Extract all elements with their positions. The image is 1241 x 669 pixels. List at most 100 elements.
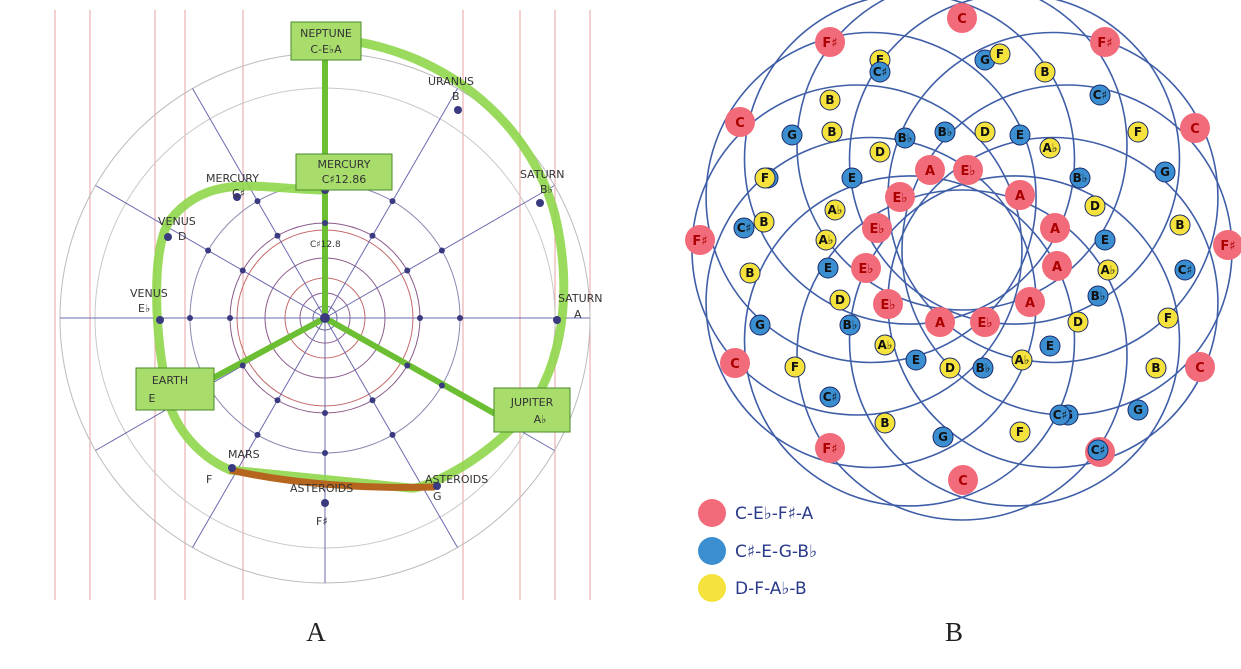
note-node-label: A♭ bbox=[1015, 353, 1030, 367]
note-node-label: A bbox=[1052, 260, 1062, 275]
note-node-label: A♭ bbox=[819, 233, 834, 247]
orbit-dot bbox=[417, 315, 423, 321]
note-node-54: C♯ bbox=[1049, 404, 1071, 426]
note-node-label: F bbox=[876, 53, 884, 67]
note-node-20: E♭ bbox=[851, 253, 881, 283]
note-node-65: E bbox=[1039, 335, 1061, 357]
note-node-72: D bbox=[829, 289, 851, 311]
note-node-label: B♭ bbox=[898, 131, 913, 145]
note-node-circle bbox=[819, 386, 841, 408]
ring bbox=[796, 189, 1128, 521]
note-node-circle bbox=[939, 357, 961, 379]
note-node-71: B♭ bbox=[839, 314, 861, 336]
note-node-24: E♭ bbox=[970, 307, 1000, 337]
note-node-41: G bbox=[932, 426, 954, 448]
note-node-circle bbox=[894, 127, 916, 149]
note-node-6: F♯ bbox=[685, 225, 715, 255]
note-node-label: E♭ bbox=[869, 222, 884, 237]
label-box-mercury bbox=[295, 153, 393, 191]
legend: C-E♭-F♯-A C♯-E-G-B♭ D-F-A♭-B bbox=[698, 499, 817, 602]
note-node-42: F bbox=[784, 356, 806, 378]
note-node-circle bbox=[1040, 213, 1070, 243]
note-node-circle bbox=[862, 213, 892, 243]
note-node-label: E♭ bbox=[977, 316, 992, 331]
note-node-label: B♭ bbox=[976, 361, 991, 375]
note-node-label: D bbox=[1090, 199, 1100, 213]
note-node-label: B bbox=[827, 125, 836, 139]
note-node-label: E bbox=[1101, 233, 1109, 247]
note-nodes: CF♯F♯CCF♯F♯CCCF♯F♯AE♭AE♭AE♭AE♭AE♭AE♭FBC♯… bbox=[685, 3, 1241, 495]
note-node-label: A bbox=[925, 164, 935, 179]
note-node-circle bbox=[733, 217, 755, 239]
note-node-circle bbox=[932, 426, 954, 448]
note-node-label: C bbox=[1195, 361, 1205, 376]
planet-dot bbox=[454, 106, 462, 114]
planet-name-uranus: URANUS bbox=[428, 75, 474, 88]
note-node-label: D bbox=[1073, 315, 1083, 329]
planet-dot bbox=[433, 482, 441, 490]
note-node-circle bbox=[753, 211, 775, 233]
note-node-60: D bbox=[1084, 195, 1106, 217]
planet-name-mercury-box: MERCURY bbox=[318, 158, 371, 171]
note-node-label: B♭ bbox=[938, 125, 953, 139]
orbit-dot bbox=[438, 382, 445, 389]
note-node-circle bbox=[885, 182, 915, 212]
note-node-circle bbox=[905, 349, 927, 371]
note-node-44: C♯ bbox=[819, 386, 841, 408]
note-node-circle bbox=[821, 121, 843, 143]
label-box-neptune bbox=[290, 21, 362, 61]
planet-name-asteroids-fs: ASTEROIDS bbox=[290, 482, 353, 495]
note-node-66: A♭ bbox=[1011, 349, 1033, 371]
planet-name-mercury: MERCURY bbox=[206, 172, 259, 185]
note-node-label: C♯ bbox=[1093, 88, 1108, 102]
note-node-circle bbox=[1067, 311, 1089, 333]
note-node-circle bbox=[815, 433, 845, 463]
note-node-circle bbox=[1145, 357, 1167, 379]
note-node-label: D bbox=[875, 145, 885, 159]
note-node-circle bbox=[1005, 180, 1035, 210]
note-node-label: G bbox=[980, 53, 990, 67]
note-node-8: C bbox=[720, 348, 750, 378]
orbit-dot bbox=[389, 198, 396, 205]
orbit-dot bbox=[438, 247, 445, 254]
note-node-circle bbox=[1069, 167, 1091, 189]
planet-name-saturn-2: SATURN bbox=[558, 292, 603, 305]
center-frequency-label: C♯12.8 bbox=[310, 240, 341, 250]
note-node-14: E♭ bbox=[953, 155, 983, 185]
note-node-9: C bbox=[1185, 352, 1215, 382]
note-node-label: F bbox=[1016, 425, 1024, 439]
note-node-circle bbox=[1127, 399, 1149, 421]
note-node-62: A♭ bbox=[1097, 259, 1119, 281]
planet-dot bbox=[536, 199, 544, 207]
orbit-dot bbox=[389, 431, 396, 438]
note-node-circle bbox=[1213, 230, 1241, 260]
ring bbox=[848, 0, 1181, 325]
note-node-circle bbox=[851, 253, 881, 283]
planet-note-saturn-2: A bbox=[574, 308, 582, 321]
note-node-label: D bbox=[980, 125, 990, 139]
orbit-dot bbox=[322, 410, 328, 416]
note-node-circle bbox=[873, 289, 903, 319]
note-node-17: A bbox=[1040, 213, 1070, 243]
orbit-dot bbox=[369, 397, 376, 404]
orbit-dot bbox=[457, 315, 463, 321]
note-node-69: E bbox=[905, 349, 927, 371]
label-box-earth bbox=[135, 367, 215, 411]
ring bbox=[848, 175, 1181, 507]
note-node-circle bbox=[817, 257, 839, 279]
note-node-label: E♭ bbox=[960, 164, 975, 179]
planet-note-mercury-box: C♯12.86 bbox=[322, 173, 367, 186]
note-node-75: A♭ bbox=[824, 199, 846, 221]
note-node-label: B♭ bbox=[1073, 171, 1088, 185]
note-node-label: F♯ bbox=[1097, 36, 1112, 51]
note-node-label: A♭ bbox=[1043, 141, 1058, 155]
note-node-35: F bbox=[1157, 307, 1179, 329]
note-node-circle bbox=[1097, 259, 1119, 281]
note-node-label: C bbox=[735, 116, 745, 131]
planet-dot bbox=[321, 499, 329, 507]
note-node-67: B♭ bbox=[972, 357, 994, 379]
planet-dot bbox=[553, 316, 561, 324]
note-node-30: C♯ bbox=[1089, 84, 1111, 106]
note-node-circle bbox=[947, 3, 977, 33]
note-node-label: B bbox=[745, 266, 754, 280]
